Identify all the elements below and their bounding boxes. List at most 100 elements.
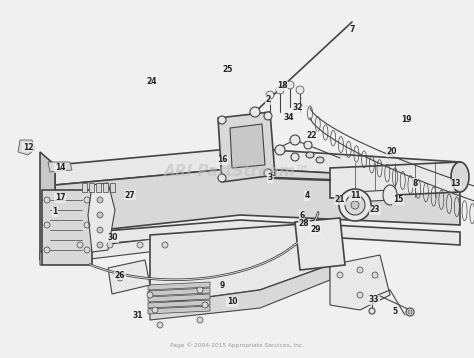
Ellipse shape xyxy=(351,201,359,209)
Circle shape xyxy=(218,174,226,182)
Polygon shape xyxy=(330,162,460,198)
Text: 24: 24 xyxy=(147,77,157,87)
Text: ARI PartStream™: ARI PartStream™ xyxy=(164,164,310,179)
Text: 12: 12 xyxy=(23,142,33,151)
Text: 19: 19 xyxy=(401,116,411,125)
Circle shape xyxy=(107,242,113,248)
Ellipse shape xyxy=(451,162,469,192)
Polygon shape xyxy=(88,183,115,252)
Text: 2: 2 xyxy=(265,96,271,105)
Circle shape xyxy=(147,292,153,298)
Polygon shape xyxy=(295,218,345,270)
Polygon shape xyxy=(108,260,150,294)
Circle shape xyxy=(152,307,158,313)
Text: 29: 29 xyxy=(311,226,321,234)
Text: 14: 14 xyxy=(55,164,65,173)
Circle shape xyxy=(97,212,103,218)
Text: 9: 9 xyxy=(219,281,225,290)
Text: 17: 17 xyxy=(55,194,65,203)
Text: 31: 31 xyxy=(133,311,143,320)
Circle shape xyxy=(162,242,168,248)
Text: 13: 13 xyxy=(450,179,460,189)
Bar xyxy=(82,183,87,192)
Ellipse shape xyxy=(383,185,397,205)
Text: 18: 18 xyxy=(277,82,287,91)
Text: 3: 3 xyxy=(267,174,273,183)
Circle shape xyxy=(137,242,143,248)
Text: 30: 30 xyxy=(108,233,118,242)
Circle shape xyxy=(372,272,378,278)
Circle shape xyxy=(406,308,414,316)
Circle shape xyxy=(202,302,208,308)
Polygon shape xyxy=(330,255,390,310)
Circle shape xyxy=(264,112,272,120)
Polygon shape xyxy=(150,265,330,320)
Text: 8: 8 xyxy=(412,179,418,188)
Polygon shape xyxy=(40,236,182,265)
Text: 23: 23 xyxy=(370,205,380,214)
Circle shape xyxy=(276,86,284,94)
Bar xyxy=(96,183,101,192)
Circle shape xyxy=(264,169,272,177)
Circle shape xyxy=(369,308,375,314)
Text: 34: 34 xyxy=(284,113,294,122)
Circle shape xyxy=(218,116,226,124)
Text: 6: 6 xyxy=(300,211,305,219)
Bar xyxy=(42,190,92,265)
Polygon shape xyxy=(150,222,330,305)
Text: 1: 1 xyxy=(52,208,58,217)
Circle shape xyxy=(97,197,103,203)
Polygon shape xyxy=(148,306,210,314)
Polygon shape xyxy=(55,148,460,185)
Text: 16: 16 xyxy=(217,155,227,164)
Polygon shape xyxy=(55,168,460,235)
Circle shape xyxy=(304,141,312,149)
Circle shape xyxy=(266,91,274,99)
Circle shape xyxy=(357,292,363,298)
Bar xyxy=(110,183,115,192)
Polygon shape xyxy=(148,294,210,302)
Circle shape xyxy=(157,322,163,328)
Circle shape xyxy=(197,287,203,293)
Circle shape xyxy=(337,272,343,278)
Text: 27: 27 xyxy=(125,190,135,199)
Circle shape xyxy=(408,310,412,314)
Circle shape xyxy=(117,275,123,281)
Circle shape xyxy=(197,317,203,323)
Text: 20: 20 xyxy=(387,147,397,156)
Text: 22: 22 xyxy=(307,131,317,140)
Text: 15: 15 xyxy=(393,195,403,204)
Circle shape xyxy=(357,267,363,273)
Circle shape xyxy=(97,227,103,233)
Polygon shape xyxy=(148,282,210,290)
Polygon shape xyxy=(230,124,265,168)
Text: 10: 10 xyxy=(227,297,237,306)
Polygon shape xyxy=(148,288,210,296)
Polygon shape xyxy=(148,300,210,308)
Polygon shape xyxy=(40,152,55,260)
Circle shape xyxy=(296,86,304,94)
Circle shape xyxy=(286,81,294,89)
Text: 7: 7 xyxy=(349,25,355,34)
Polygon shape xyxy=(355,190,390,202)
Ellipse shape xyxy=(339,189,371,221)
Text: 33: 33 xyxy=(369,295,379,305)
Ellipse shape xyxy=(316,157,324,163)
Circle shape xyxy=(275,145,285,155)
Circle shape xyxy=(77,242,83,248)
Bar xyxy=(89,183,94,192)
Ellipse shape xyxy=(306,152,314,158)
Text: 11: 11 xyxy=(350,192,360,200)
Bar xyxy=(103,183,108,192)
Polygon shape xyxy=(218,112,275,182)
Text: 32: 32 xyxy=(293,103,303,112)
Text: 5: 5 xyxy=(392,308,398,316)
Ellipse shape xyxy=(345,195,365,215)
Circle shape xyxy=(290,135,300,145)
Text: 28: 28 xyxy=(299,219,310,228)
Text: Page © 2004-2015 Appropriate Services, Inc.: Page © 2004-2015 Appropriate Services, I… xyxy=(170,343,304,348)
Text: 25: 25 xyxy=(223,66,233,74)
Text: 21: 21 xyxy=(335,195,345,204)
Polygon shape xyxy=(18,140,34,155)
Text: 26: 26 xyxy=(115,271,125,280)
